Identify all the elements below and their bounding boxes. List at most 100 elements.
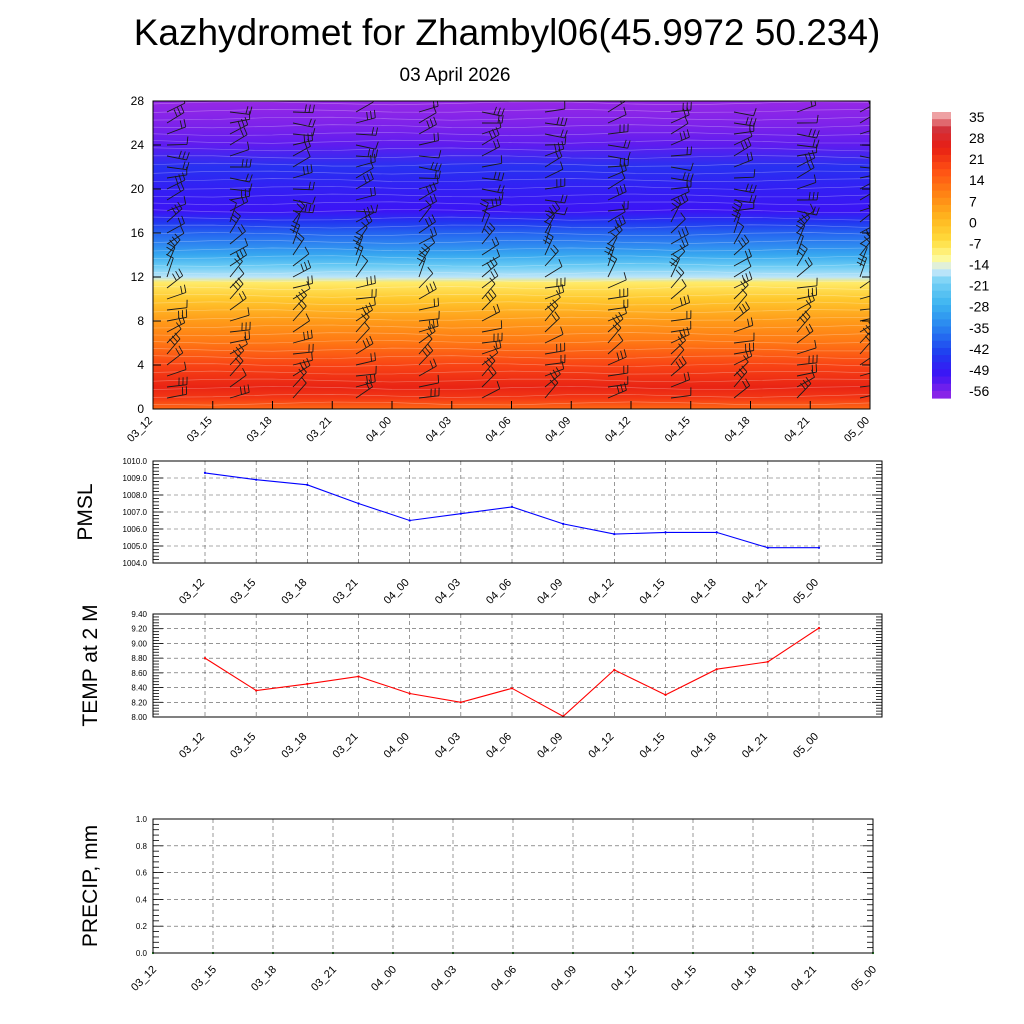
y-tick-label: 9.40 — [131, 610, 147, 619]
colorbar-swatch — [932, 204, 951, 213]
temperature-wind-cross-section: 0 4 8 12 16 20 24 28 03_12 03_15 03_18 03_21 04_00 04… — [125, 94, 872, 445]
wind-barb — [292, 313, 311, 333]
wind-barb — [229, 127, 248, 146]
contour-line — [153, 224, 870, 229]
wind-barb — [607, 215, 626, 234]
plot-frame — [152, 818, 874, 954]
x-tick-label: 04_00 — [364, 415, 394, 445]
x-tick-label: 04_18 — [689, 731, 719, 761]
wind-barb — [733, 248, 752, 267]
wind-barb — [418, 116, 437, 135]
contour-line — [153, 309, 870, 314]
wind-barb — [607, 101, 626, 113]
wind-barb — [418, 266, 434, 289]
wind-barb — [481, 320, 503, 333]
wind-barb — [229, 267, 245, 289]
wind-barb — [418, 161, 442, 172]
wind-barb — [607, 157, 630, 168]
wind-barb — [670, 237, 689, 256]
contour-line — [153, 386, 870, 390]
wind-barb — [418, 318, 439, 333]
wind-barb — [166, 332, 181, 355]
wind-barb — [166, 284, 187, 300]
wind-barb — [481, 381, 501, 399]
wind-barb — [733, 365, 748, 388]
x-tick-label: 04_21 — [740, 577, 770, 607]
wind-barb — [670, 162, 694, 171]
colorbar-swatch — [932, 340, 951, 349]
wind-barb — [166, 105, 185, 124]
wind-barb — [796, 277, 818, 289]
x-tick-label: 04_00 — [382, 577, 412, 607]
wind-barb — [229, 330, 251, 344]
wind-barb — [607, 106, 627, 124]
y-tick-label: 1008.0 — [123, 491, 148, 500]
contour-line — [153, 193, 870, 198]
wind-barb — [481, 268, 499, 289]
colorbar-swatch — [932, 197, 951, 206]
x-tick-label: 04_18 — [723, 415, 753, 445]
wind-barb — [292, 357, 311, 377]
y-tick-label: 16 — [131, 226, 145, 240]
colorbar-swatch — [932, 147, 951, 156]
x-tick-label: 04_21 — [789, 964, 819, 994]
wind-barb — [796, 174, 817, 190]
wind-barb — [544, 326, 564, 344]
x-tick-label: 04_21 — [782, 415, 812, 445]
wind-barb — [418, 235, 436, 256]
wind-barb — [544, 259, 563, 278]
wind-barb — [292, 275, 313, 289]
wind-barb — [544, 342, 566, 355]
data-point — [306, 483, 309, 486]
colorbar-swatch — [932, 219, 951, 227]
wind-barb — [292, 246, 310, 267]
wind-barb — [418, 170, 441, 180]
wind-barb — [607, 365, 629, 377]
wind-barb — [796, 310, 811, 333]
wind-barb — [670, 320, 692, 333]
colorbar-label: 28 — [969, 130, 985, 146]
y-tick-label: 24 — [131, 138, 145, 152]
wind-barb — [544, 354, 566, 366]
colorbar-label: -35 — [969, 320, 989, 336]
x-tick-label: 05_00 — [842, 415, 872, 445]
x-tick-label: 04_15 — [638, 577, 668, 607]
y-tick-label: 8.80 — [131, 654, 147, 663]
wind-barb — [418, 310, 440, 322]
colorbar-swatch — [932, 312, 951, 320]
contour-line — [153, 155, 870, 160]
wind-barb — [166, 119, 187, 135]
x-tick-label: 03_15 — [228, 577, 258, 607]
wind-barb — [481, 289, 497, 311]
contour-line — [153, 247, 870, 252]
x-tick-label: 03_21 — [331, 731, 361, 761]
colorbar-label: 7 — [969, 193, 977, 209]
wind-barb — [166, 268, 184, 289]
wind-barb — [607, 151, 631, 161]
wind-barb — [607, 376, 629, 388]
y-tick-label: 8.60 — [131, 669, 147, 678]
data-point — [664, 531, 667, 534]
wind-barb — [292, 352, 313, 366]
contour-line — [153, 147, 870, 152]
wind-barb — [607, 200, 629, 212]
colorbar-label: -21 — [969, 278, 989, 294]
wind-barb — [670, 129, 690, 146]
wind-barb — [733, 183, 757, 194]
wind-barb — [292, 164, 313, 179]
x-tick-label: 04_15 — [663, 415, 693, 445]
wind-barb — [607, 139, 631, 149]
plot-frame — [152, 613, 883, 718]
wind-barb — [418, 387, 440, 399]
x-tick-label: 04_12 — [586, 577, 616, 607]
wind-barb — [796, 257, 813, 278]
x-tick-label: 03_15 — [228, 731, 258, 761]
wind-barb — [481, 119, 502, 135]
wind-barb — [355, 275, 376, 289]
wind-barb — [229, 247, 248, 267]
wind-barb — [544, 244, 559, 267]
colorbar-swatch — [932, 305, 951, 313]
wind-barb — [796, 287, 818, 300]
colorbar-swatch — [932, 362, 951, 370]
wind-barb — [418, 297, 440, 311]
